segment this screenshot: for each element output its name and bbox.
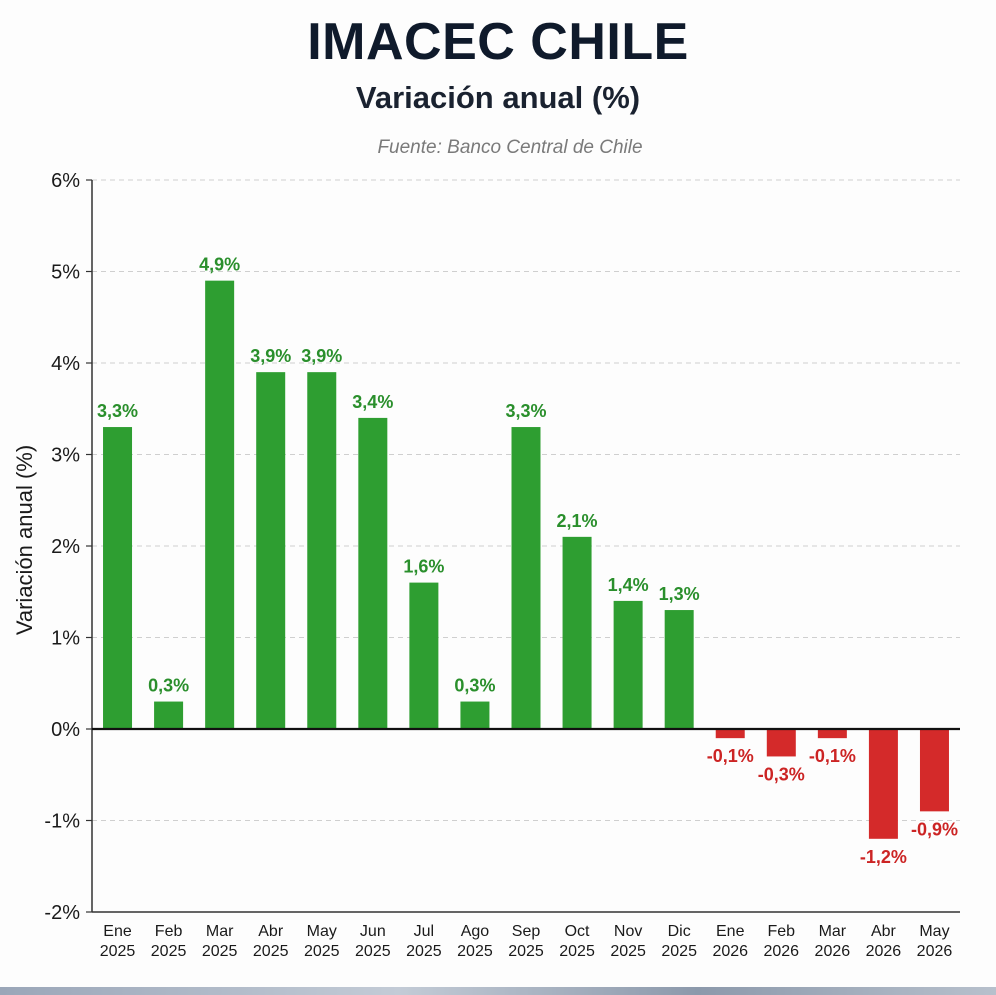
x-tick-label: Ene (103, 923, 132, 940)
y-tick-label: 2% (51, 536, 80, 558)
bar (358, 417, 388, 729)
data-label: 3,4% (352, 392, 393, 412)
y-tick-label: 0% (51, 719, 80, 741)
x-tick-label: 2025 (253, 943, 289, 960)
x-tick-label: 2026 (815, 943, 851, 960)
source-note: Fuente: Banco Central de Chile (377, 137, 643, 158)
x-tick-label: 2025 (559, 943, 595, 960)
y-tick-label: 1% (51, 628, 80, 650)
page-title: IMACEC CHILE (307, 13, 689, 71)
x-tick-label: Abr (871, 923, 897, 940)
bar (868, 729, 898, 839)
x-tick-label: 2025 (457, 943, 493, 960)
x-tick-label: 2026 (866, 943, 902, 960)
x-tick-label: Ago (461, 923, 490, 940)
x-tick-label: 2026 (917, 943, 953, 960)
x-tick-label: May (307, 923, 337, 940)
data-label: 1,6% (403, 557, 444, 577)
x-tick-label: 2025 (661, 943, 697, 960)
x-tick-label: Oct (565, 923, 590, 940)
bar (511, 427, 541, 729)
bar (460, 701, 490, 729)
page-subtitle: Variación anual (%) (355, 80, 641, 115)
data-label: -0,1% (707, 746, 754, 766)
x-tick-label: Sep (512, 923, 541, 940)
x-tick-label: 2026 (763, 943, 799, 960)
y-axis-label: Variación anual (%) (12, 445, 37, 635)
y-tick-label: -1% (44, 811, 80, 833)
data-label: 3,9% (250, 346, 291, 366)
bar (154, 701, 184, 729)
data-label: 3,9% (301, 346, 342, 366)
x-tick-label: Feb (155, 923, 183, 940)
x-tick-label: Ene (716, 923, 745, 940)
x-tick-label: Jul (414, 923, 434, 940)
data-label: -1,2% (860, 847, 907, 867)
y-tick-label: 6% (51, 170, 80, 192)
bar (919, 729, 949, 812)
y-tick-label: 3% (51, 445, 80, 467)
bar (613, 600, 643, 729)
bottom-strip (0, 987, 996, 995)
data-label: 3,3% (97, 401, 138, 421)
data-label: 2,1% (557, 511, 598, 531)
x-tick-label: Nov (614, 923, 642, 940)
x-tick-label: 2025 (151, 943, 187, 960)
data-label: 0,3% (454, 676, 495, 696)
bar (409, 582, 439, 729)
bars (103, 280, 949, 839)
y-tick-label: 5% (51, 262, 80, 284)
data-labels: 3,3% 0,3% 4,9% 3,9% 3,9% 3,4% 1,6% 0,3% 3,3% 2,1%… (97, 255, 958, 867)
x-tick-label: 2025 (100, 943, 136, 960)
bar (256, 372, 286, 729)
x-tick-label: Jun (360, 923, 386, 940)
data-label: 0,3% (148, 676, 189, 696)
x-tick-label: 2025 (610, 943, 646, 960)
bar (766, 729, 796, 757)
data-label: -0,3% (758, 764, 805, 784)
y-tick-label: 4% (51, 353, 80, 375)
bar (307, 372, 337, 729)
x-tick-label: 2025 (406, 943, 442, 960)
x-tick-label: Abr (258, 923, 284, 940)
data-label: 1,3% (659, 584, 700, 604)
data-label: 1,4% (608, 575, 649, 595)
bar (664, 610, 694, 729)
x-tick-label: Dic (668, 923, 691, 940)
x-tick-label: Feb (768, 923, 796, 940)
x-tick-label: 2025 (355, 943, 391, 960)
data-label: -0,1% (809, 746, 856, 766)
x-tick-label: May (919, 923, 949, 940)
data-label: 3,3% (505, 401, 546, 421)
x-tick-label: 2026 (712, 943, 748, 960)
x-tick-label: 2025 (202, 943, 238, 960)
x-tick-label: 2025 (508, 943, 544, 960)
x-tick-label: 2025 (304, 943, 340, 960)
x-tick-label: Mar (819, 923, 847, 940)
bar (817, 729, 847, 739)
data-label: 4,9% (199, 255, 240, 275)
data-label: -0,9% (911, 819, 958, 839)
x-tick-label: Mar (206, 923, 234, 940)
bar (103, 427, 133, 729)
axes: 6% 5% 4% 3% 2% 1% 0% -1% -2% Ene 2025 Feb 2025 Mar 202… (44, 170, 960, 960)
bar (205, 280, 235, 729)
bar (715, 729, 745, 739)
bar (562, 536, 592, 729)
y-tick-label: -2% (44, 902, 80, 924)
